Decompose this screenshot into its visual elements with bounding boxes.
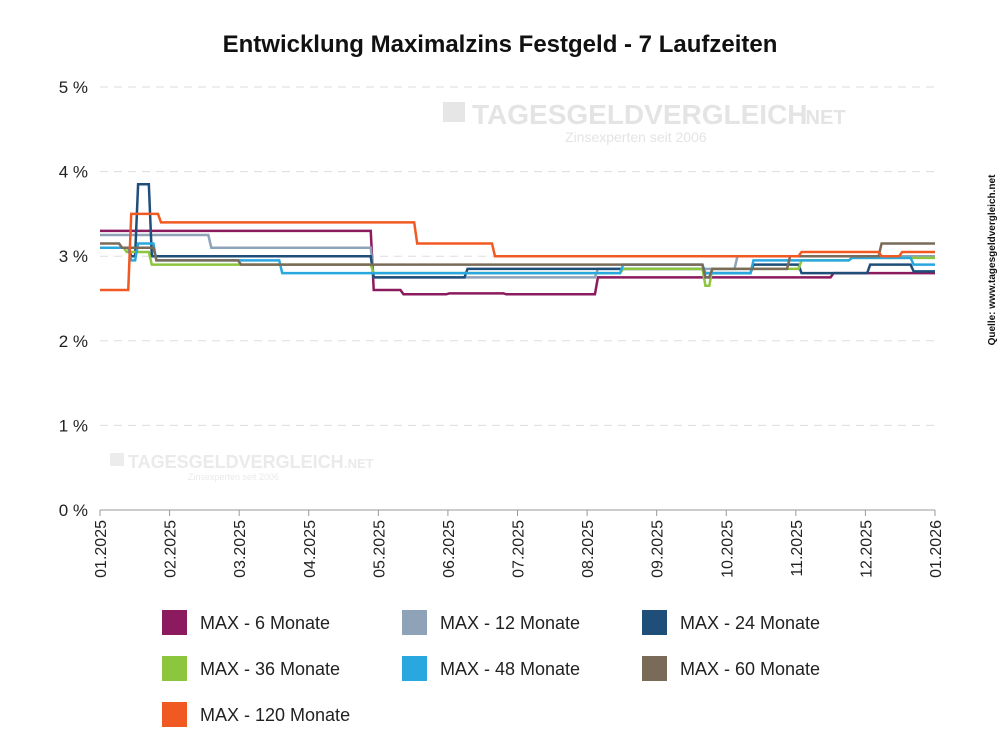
svg-text:TAGESGELDVERGLEICH: TAGESGELDVERGLEICH (128, 452, 344, 472)
x-tick-label: 01.2026 (928, 520, 945, 578)
legend: MAX - 6 Monate MAX - 12 Monate MAX - 24 Mo… (162, 610, 820, 727)
series-line-3 (100, 246, 935, 288)
y-tick-label: 1 % (59, 416, 88, 435)
x-tick-label: 05.2025 (371, 520, 388, 578)
source-label: Quelle: www.tagesgeldvergleich.net (987, 174, 998, 345)
series-line-6 (100, 212, 935, 292)
y-tick-label: 4 % (59, 163, 88, 182)
svg-text:.NET: .NET (800, 107, 846, 129)
x-tick-label: 06.2025 (441, 520, 458, 578)
legend-swatch (642, 610, 667, 635)
grid (100, 86, 935, 511)
y-axis: 0 % 1 % 2 % 3 % 4 % 5 % (59, 78, 88, 520)
series-line-4 (100, 242, 935, 275)
legend-label: MAX - 12 Monate (440, 613, 580, 633)
x-tick-label: 12.2025 (858, 520, 875, 578)
x-tick-label: 02.2025 (163, 520, 180, 578)
y-tick-label: 2 % (59, 332, 88, 351)
x-axis: 01.2025 02.2025 03.2025 04.2025 05.2025 06.20… (93, 510, 945, 578)
legend-swatch (642, 656, 667, 681)
legend-label: MAX - 36 Monate (200, 659, 340, 679)
x-tick-label: 11.2025 (789, 520, 806, 577)
series-line-0 (100, 229, 935, 296)
x-tick-label: 09.2025 (650, 520, 667, 578)
series-line-2 (100, 183, 935, 279)
svg-text:TAGESGELDVERGLEICH: TAGESGELDVERGLEICH (472, 99, 808, 130)
legend-label: MAX - 24 Monate (680, 613, 820, 633)
x-tick-label: 08.2025 (580, 520, 597, 578)
y-tick-label: 5 % (59, 78, 88, 97)
y-tick-label: 0 % (59, 501, 88, 520)
x-tick-label: 03.2025 (232, 520, 249, 578)
legend-swatch (402, 656, 427, 681)
x-tick-label: 07.2025 (511, 520, 528, 578)
svg-text:Zinsexperten seit 2006: Zinsexperten seit 2006 (565, 129, 707, 145)
chart-title: Entwicklung Maximalzins Festgeld - 7 Lau… (223, 31, 778, 58)
legend-swatch (162, 656, 187, 681)
watermark-logo: TAGESGELDVERGLEICH .NET Zinsexperten sei… (110, 99, 846, 482)
x-tick-label: 04.2025 (302, 520, 319, 578)
legend-swatch (162, 610, 187, 635)
series-line-1 (100, 233, 935, 279)
svg-text:Zinsexperten seit 2006: Zinsexperten seit 2006 (188, 472, 279, 482)
legend-swatch (162, 702, 187, 727)
svg-text:.NET: .NET (344, 456, 374, 471)
legend-swatch (402, 610, 427, 635)
legend-label: MAX - 48 Monate (440, 659, 580, 679)
legend-label: MAX - 6 Monate (200, 613, 330, 633)
legend-label: MAX - 60 Monate (680, 659, 820, 679)
y-tick-label: 3 % (59, 247, 88, 266)
series-line-5 (100, 242, 935, 279)
x-tick-label: 01.2025 (93, 520, 110, 578)
x-tick-label: 10.2025 (719, 520, 736, 578)
legend-label: MAX - 120 Monate (200, 705, 350, 725)
series-lines (100, 183, 935, 296)
